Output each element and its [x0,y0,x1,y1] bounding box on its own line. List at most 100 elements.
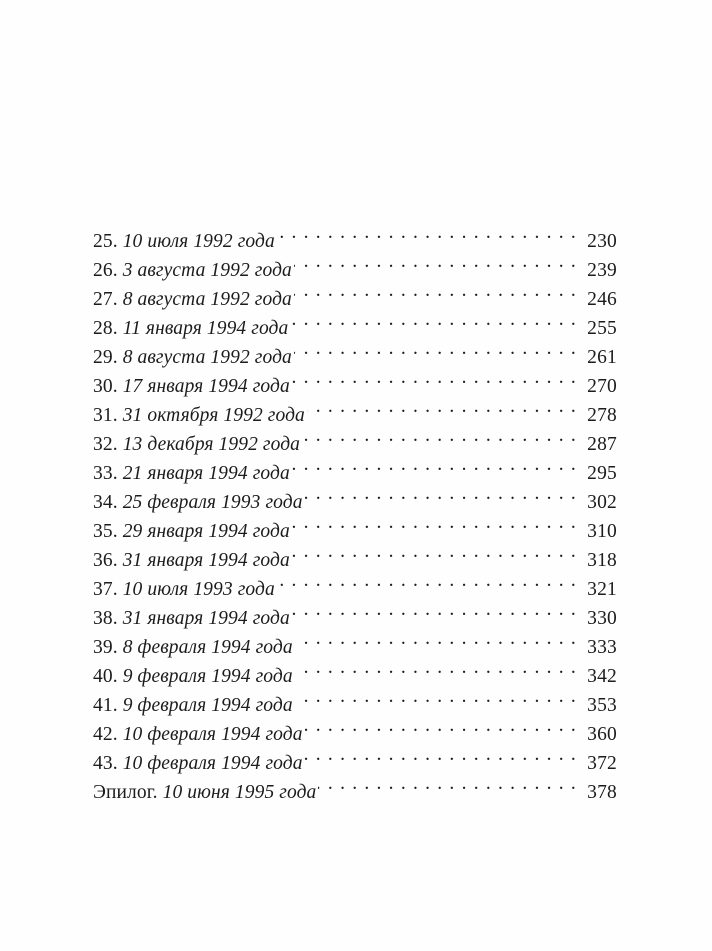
toc-entry[interactable]: 34.25 февраля 1993 года 302 [93,479,617,513]
toc-entry-title: 11 января 1994 года [122,318,289,339]
toc-dot-leader [294,334,577,363]
toc-entry[interactable]: 31.31 октября 1992 года 278 [93,392,617,426]
toc-entry-title: 10 февраля 1994 года [122,724,303,745]
toc-dot-leader [292,450,577,479]
toc-entry-page-number: 261 [587,347,617,368]
toc-entry-title: 8 августа 1992 года [122,347,292,368]
toc-entry[interactable]: 30.17 января 1994 года 270 [93,363,617,397]
toc-dot-leader [295,653,577,682]
toc-entry-title: 8 августа 1992 года [122,289,292,310]
toc-dot-leader [295,682,577,711]
toc-entry[interactable]: 38.31 января 1994 года 330 [93,595,617,629]
toc-entry-label: 36. [93,550,118,571]
toc-entry-label: 38. [93,608,118,629]
toc-dot-leader [290,305,577,334]
toc-entry[interactable]: 27.8 августа 1992 года 246 [93,276,617,310]
toc-dot-leader [292,363,577,392]
toc-entry-label: 30. [93,376,118,397]
toc-entry-page-number: 378 [587,782,617,803]
toc-entry-title: 10 июля 1992 года [122,231,275,252]
toc-entry-title: 3 августа 1992 года [122,260,292,281]
toc-entry[interactable]: 26.3 августа 1992 года 239 [93,247,617,281]
toc-dot-leader [302,421,577,450]
toc-dot-leader [292,508,577,537]
toc-entry-page-number: 321 [587,579,617,600]
toc-entry-page-number: 255 [587,318,617,339]
toc-entry[interactable]: 29.8 августа 1992 года 261 [93,334,617,368]
toc-entry-label: 31. [93,405,118,426]
toc-entry[interactable]: 33.21 января 1994 года 295 [93,450,617,484]
toc-entry-page-number: 239 [587,260,617,281]
toc-entry-title: 9 февраля 1994 года [122,666,293,687]
toc-dot-leader [294,247,577,276]
toc-entry-page-number: 246 [587,289,617,310]
toc-entry-label: 26. [93,260,118,281]
toc-entry-label: 37. [93,579,118,600]
toc-entry[interactable]: 37.10 июля 1993 года 321 [93,566,617,600]
toc-entry-page-number: 360 [587,724,617,745]
toc-entry-title: 10 июня 1995 года [162,782,317,803]
toc-entry[interactable]: 41.9 февраля 1994 года 353 [93,682,617,716]
toc-entry[interactable]: 25.10 июля 1992 года 230 [93,218,617,252]
toc-entry-title: 9 февраля 1994 года [122,695,293,716]
toc-entry-title: 10 февраля 1994 года [122,753,303,774]
toc-entry-title: 21 января 1994 года [122,463,290,484]
toc-entry-title: 31 января 1994 года [122,550,290,571]
toc-dot-leader [295,624,577,653]
toc-dot-leader [318,769,577,798]
toc-entry[interactable]: 39.8 февраля 1994 года 333 [93,624,617,658]
toc-entry-label: 42. [93,724,118,745]
toc-dot-leader [305,711,577,740]
toc-entry-label: 28. [93,318,118,339]
toc-dot-leader [277,218,577,247]
toc-entry-page-number: 302 [587,492,617,513]
toc-entry-page-number: 230 [587,231,617,252]
toc-entry[interactable]: 36.31 января 1994 года 318 [93,537,617,571]
toc-entry-page-number: 353 [587,695,617,716]
toc-entry-label: 25. [93,231,118,252]
toc-entry-page-number: 310 [587,521,617,542]
toc-entry[interactable]: 32.13 декабря 1992 года 287 [93,421,617,455]
toc-entry-page-number: 342 [587,666,617,687]
toc-entry[interactable]: 42.10 февраля 1994 года 360 [93,711,617,745]
toc-entry-label: 41. [93,695,118,716]
toc-entry-label: 27. [93,289,118,310]
toc-entry-label: 32. [93,434,118,455]
toc-dot-leader [307,392,577,421]
toc-entry-page-number: 372 [587,753,617,774]
toc-dot-leader [277,566,577,595]
toc-entry-label: 43. [93,753,118,774]
toc-entry-page-number: 333 [587,637,617,658]
toc-entry-page-number: 287 [587,434,617,455]
toc-entry-page-number: 278 [587,405,617,426]
toc-dot-leader [305,740,577,769]
toc-entry[interactable]: 43.10 февраля 1994 года 372 [93,740,617,774]
toc-entry[interactable]: 40.9 февраля 1994 года 342 [93,653,617,687]
toc-entry-page-number: 330 [587,608,617,629]
toc-dot-leader [305,479,577,508]
toc-entry[interactable]: 28.11 января 1994 года 255 [93,305,617,339]
toc-entry[interactable]: 35.29 января 1994 года 310 [93,508,617,542]
toc-entry-page-number: 318 [587,550,617,571]
toc-entry-title: 17 января 1994 года [122,376,290,397]
toc-entry-label: 40. [93,666,118,687]
toc-dot-leader [294,276,577,305]
toc-dot-leader [292,537,577,566]
toc-dot-leader [292,595,577,624]
toc-entry-title: 25 февраля 1993 года [122,492,303,513]
toc-entry-page-number: 270 [587,376,617,397]
toc-entry-label: 39. [93,637,118,658]
toc-entry-title: 8 февраля 1994 года [122,637,293,658]
toc-entry-label: 34. [93,492,118,513]
toc-entry-title: 31 октября 1992 года [122,405,305,426]
toc-entry-label: 35. [93,521,118,542]
toc-entry-title: 10 июля 1993 года [122,579,275,600]
toc-entry-label: 29. [93,347,118,368]
toc-entry-label: Эпилог. [93,782,158,803]
toc-entry-title: 13 декабря 1992 года [122,434,301,455]
toc-entry-title: 31 января 1994 года [122,608,290,629]
toc-entry-page-number: 295 [587,463,617,484]
toc-entry[interactable]: Эпилог.10 июня 1995 года 378 [93,769,617,803]
toc-entry-label: 33. [93,463,118,484]
